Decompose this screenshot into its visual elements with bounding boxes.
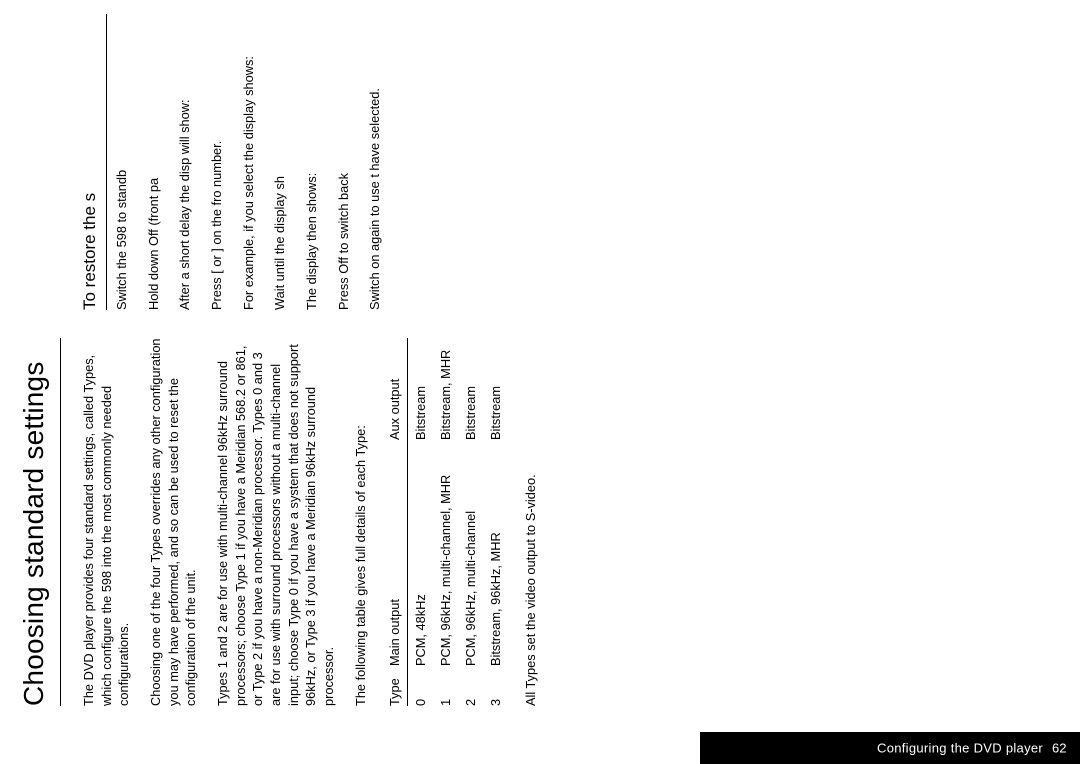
para-r4: Press [ or ] on the fro number.	[208, 14, 226, 310]
cell-main: PCM, 96kHz, multi-channel	[458, 440, 483, 666]
cell-aux: Bitstream	[408, 338, 434, 440]
table-head-row: Type Main output Aux output	[383, 338, 408, 706]
table-row: 3 Bitstream, 96kHz, MHR Bitstream	[483, 338, 508, 706]
side-tab: Configuring the DVD player 62	[0, 732, 1080, 764]
para-r3: After a short delay the disp will show:	[176, 14, 194, 310]
tab-band: Configuring the DVD player 62	[700, 732, 1080, 764]
para-table-intro: The following table gives full details o…	[352, 338, 370, 706]
para-intro: The DVD player provides four standard se…	[80, 338, 133, 706]
para-video: All Types set the video output to S-vide…	[522, 338, 540, 706]
content: Choosing standard settings The DVD playe…	[0, 0, 1080, 732]
cell-aux: Bitstream	[483, 338, 508, 440]
para-types: Types 1 and 2 are for use with multi-cha…	[214, 338, 338, 706]
cell-main: PCM, 96kHz, multi-channel, MHR	[433, 440, 458, 666]
para-override: Choosing one of the four Types overrides…	[147, 338, 200, 706]
right-column: To restore the s Switch the 598 to stand…	[18, 14, 1080, 310]
restore-heading: To restore the s	[80, 14, 107, 310]
cell-type: 3	[483, 666, 508, 706]
page-title: Choosing standard settings	[18, 338, 50, 706]
para-r7: The display then shows:	[303, 14, 321, 310]
types-table: Type Main output Aux output 0 PCM, 48kHz…	[383, 338, 508, 706]
cell-main: Bitstream, 96kHz, MHR	[483, 440, 508, 666]
para-r9: Switch on again to use t have selected.	[366, 14, 384, 310]
left-column: Choosing standard settings The DVD playe…	[18, 310, 1080, 706]
th-type: Type	[383, 666, 408, 706]
cell-type: 2	[458, 666, 483, 706]
th-main: Main output	[383, 440, 408, 666]
table-row: 1 PCM, 96kHz, multi-channel, MHR Bitstre…	[433, 338, 458, 706]
para-r5: For example, if you select the display s…	[240, 14, 258, 310]
para-r1: Switch the 598 to standb	[113, 14, 131, 310]
table-row: 2 PCM, 96kHz, multi-channel Bitstream	[458, 338, 483, 706]
cell-main: PCM, 48kHz	[408, 440, 434, 666]
cell-type: 1	[433, 666, 458, 706]
title-rule	[60, 338, 62, 706]
th-aux: Aux output	[383, 338, 408, 440]
para-r6: Wait until the display sh	[271, 14, 289, 310]
table-row: 0 PCM, 48kHz Bitstream	[408, 338, 434, 706]
cell-aux: Bitstream	[458, 338, 483, 440]
cell-aux: Bitstream, MHR	[433, 338, 458, 440]
para-r8: Press Off to switch back	[335, 14, 353, 310]
cell-type: 0	[408, 666, 434, 706]
tab-page-number: 62	[1052, 741, 1066, 756]
para-r2: Hold down Off (front pa	[145, 14, 163, 310]
tab-label: Configuring the DVD player	[877, 741, 1043, 756]
